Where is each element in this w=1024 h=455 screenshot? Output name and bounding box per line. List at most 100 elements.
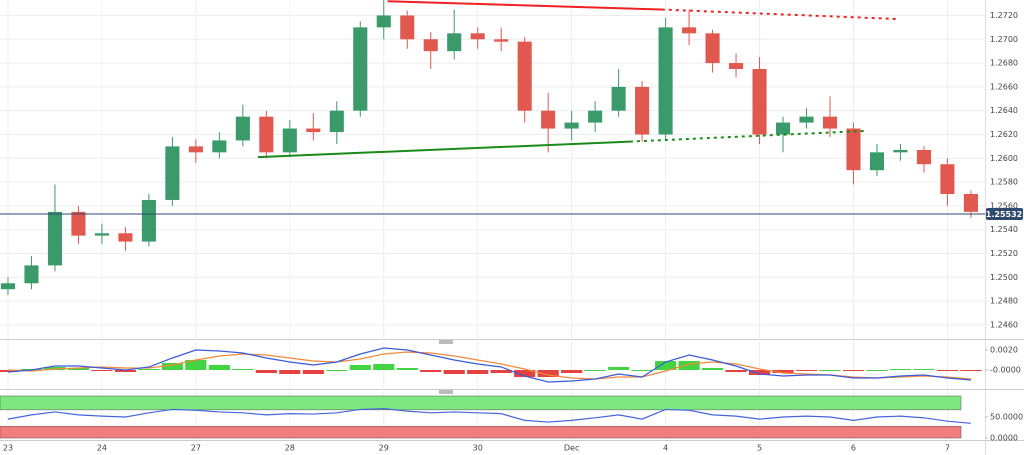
candle-body [588, 110, 603, 123]
candle-body [517, 41, 532, 111]
macd-histogram-bar [748, 370, 771, 375]
macd-histogram-bar [138, 369, 160, 370]
candle-body [752, 69, 767, 135]
macd-histogram-bar [349, 365, 371, 370]
macd-histogram-bar [302, 370, 324, 374]
y-tick-label: 1.2680 [990, 59, 1018, 68]
y-tick-label: 1.2560 [990, 201, 1018, 210]
macd-histogram-bar [467, 370, 489, 374]
trendline-extension [661, 8, 898, 21]
x-tick-label: 29 [379, 444, 389, 453]
y-tick-label: 1.2580 [990, 178, 1018, 187]
y-tick-label: 1.2660 [990, 82, 1018, 91]
candle-body [494, 39, 509, 42]
trendline [387, 0, 662, 11]
macd-histogram-bar [326, 370, 348, 371]
macd-histogram-bar [161, 363, 183, 370]
x-tick-label: 30 [473, 444, 483, 453]
macd-histogram-bar [655, 361, 677, 370]
candle-body [893, 149, 908, 153]
x-tick-label: Dec [564, 444, 579, 453]
y-tick-label: -0.0000 [990, 366, 1021, 375]
macd-histogram-bar [678, 361, 700, 370]
candle-body [541, 110, 556, 129]
candle-body [775, 122, 791, 135]
candle-body [141, 199, 156, 242]
macd-histogram-bar [537, 370, 559, 377]
macd-histogram-bar [279, 370, 301, 374]
macd-histogram-bar [772, 370, 794, 373]
candle-body [846, 128, 861, 171]
macd-histogram-bar [185, 360, 207, 370]
candle-body [799, 116, 814, 123]
macd-histogram-bar [631, 370, 653, 371]
candle-body [963, 193, 978, 212]
macd-histogram-bar [114, 370, 136, 372]
candle-body [822, 116, 838, 129]
last-price-label: 1.25532 [986, 210, 1022, 219]
macd-histogram-bar [842, 370, 865, 371]
candle-body [188, 146, 203, 153]
x-tick-label: 28 [285, 444, 295, 453]
y-tick-label: 1.2480 [990, 297, 1018, 306]
macd-histogram-bar [725, 370, 747, 372]
candle-body [940, 164, 955, 194]
candle-body [470, 33, 485, 40]
candle-body [282, 128, 297, 153]
x-tick-label: 5 [757, 444, 762, 453]
candle-body [611, 86, 626, 111]
y-tick-label: 1.2700 [990, 35, 1018, 44]
candle-body [564, 122, 579, 129]
candle-body [682, 27, 697, 34]
macd-line [7, 347, 971, 383]
candle-body [259, 116, 274, 153]
candle-body [306, 128, 321, 133]
candle-body [118, 233, 133, 242]
y-tick-label: 1.2640 [990, 106, 1018, 115]
y-tick-label: 50.0000 [990, 413, 1023, 422]
candle-body [635, 86, 650, 135]
macd-histogram-bar [490, 370, 512, 373]
macd-signal-line [7, 351, 971, 380]
macd-histogram-bar [608, 367, 630, 370]
macd-histogram-bar [866, 370, 888, 371]
macd-histogram-bar [701, 368, 724, 370]
resize-handle[interactable] [439, 390, 453, 394]
x-tick-label: 7 [945, 444, 950, 453]
y-tick-label: 1.2520 [990, 249, 1018, 258]
macd-histogram-bar [420, 370, 442, 372]
y-tick-label: 1.2540 [990, 225, 1018, 234]
last-price-box [986, 207, 1023, 220]
candle-body [0, 283, 16, 290]
candle-body [447, 33, 462, 52]
macd-histogram-bar [960, 370, 982, 371]
band [0, 395, 962, 411]
y-tick-label: 1.2720 [990, 11, 1018, 20]
macd-histogram-bar [561, 370, 583, 373]
y-tick-label: 1.2460 [990, 320, 1018, 329]
x-tick-label: 4 [663, 444, 668, 453]
macd-histogram-bar [373, 364, 395, 370]
y-tick-label: 1.2600 [990, 154, 1018, 163]
candle-body [94, 233, 109, 236]
y-tick-label: 0.0000 [990, 434, 1018, 443]
resize-handle[interactable] [439, 340, 453, 344]
y-tick-label: 0.0020 [990, 346, 1018, 355]
macd-histogram-bar [91, 370, 113, 371]
candle-body [705, 33, 720, 64]
macd-histogram-bar [0, 370, 19, 372]
macd-histogram-bar [795, 370, 818, 371]
candle-body [212, 140, 227, 153]
macd-histogram-bar [936, 370, 958, 371]
candle-body [235, 116, 250, 141]
x-tick-label: 6 [851, 444, 856, 453]
macd-histogram-bar [67, 368, 90, 370]
candle-body [71, 211, 86, 236]
trendline [257, 140, 630, 159]
macd-histogram-bar [889, 369, 912, 370]
candle-body [24, 265, 39, 284]
candle-body [165, 146, 180, 200]
candle-body [400, 15, 415, 40]
